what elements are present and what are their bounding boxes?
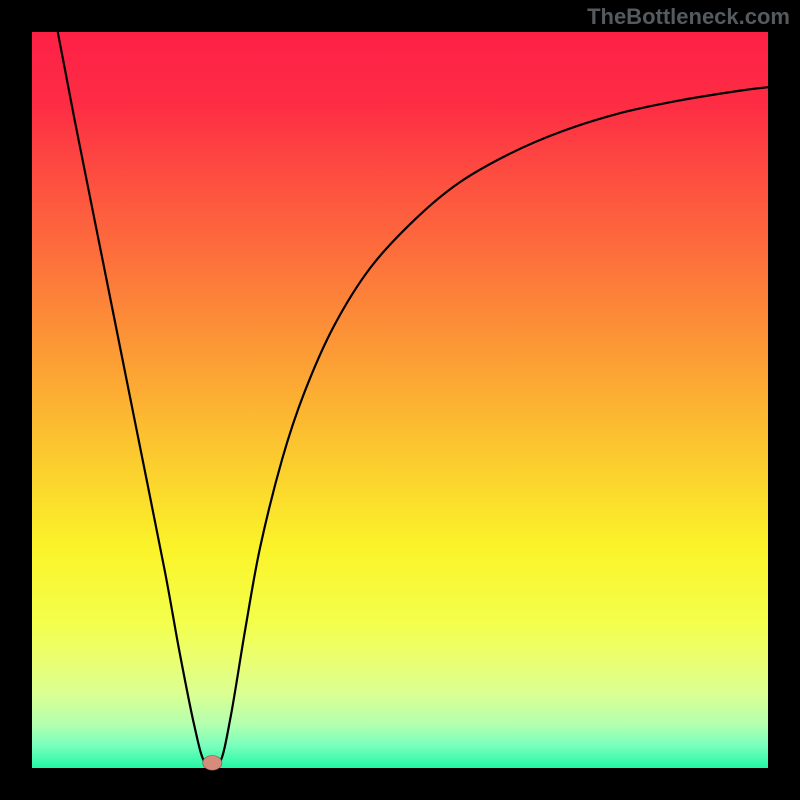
chart-container: TheBottleneck.com	[0, 0, 800, 800]
bottleneck-chart	[0, 0, 800, 800]
optimal-point-marker	[203, 755, 222, 770]
chart-plot-area	[32, 32, 768, 768]
watermark-text: TheBottleneck.com	[587, 4, 790, 30]
